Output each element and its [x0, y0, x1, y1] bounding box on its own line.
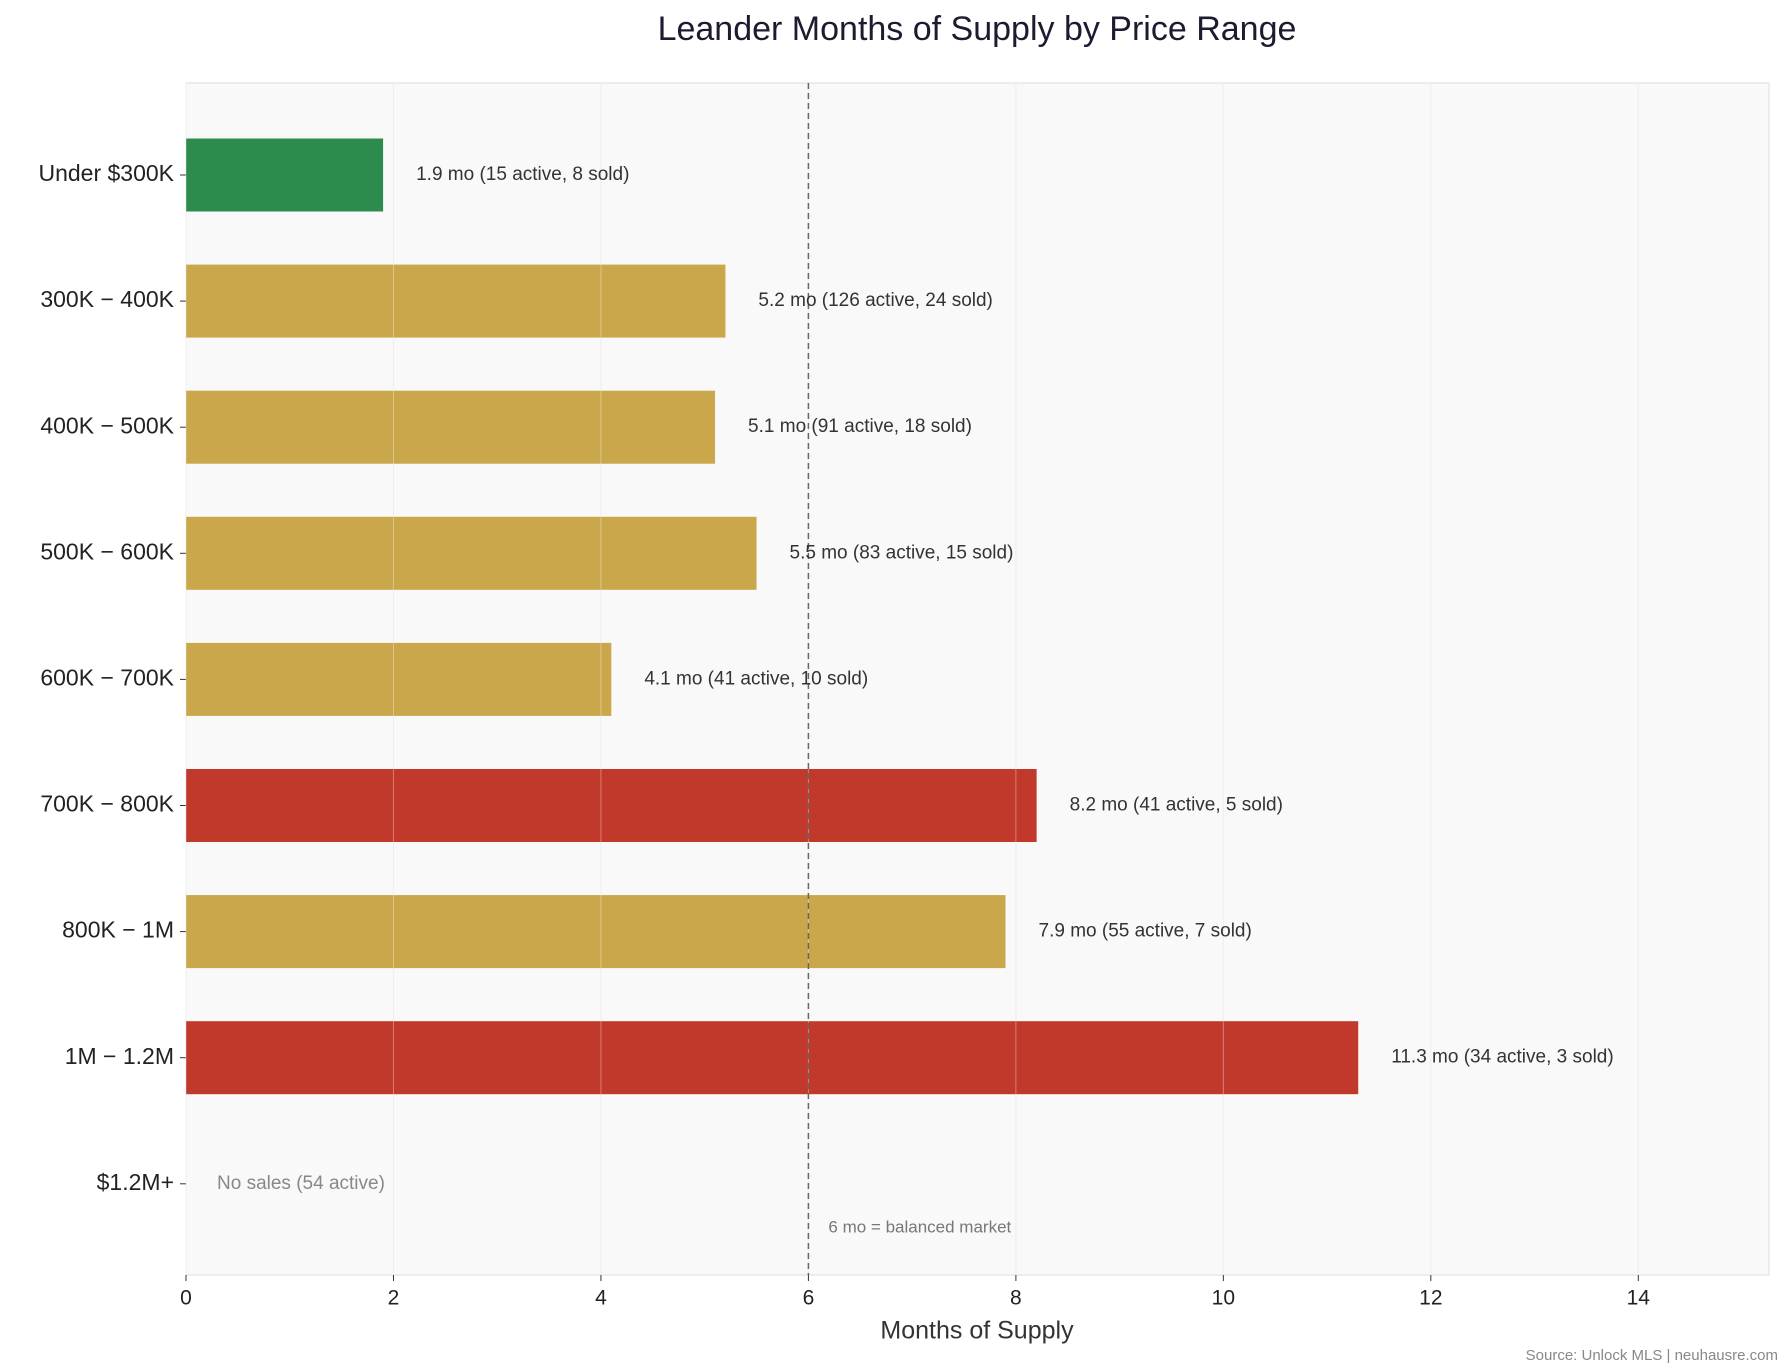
y-tick-label: 500K − 600K [40, 538, 174, 564]
bar [186, 642, 612, 716]
y-tick-label: 1M − 1.2M [65, 1043, 174, 1069]
y-tick-label: 400K − 500K [40, 412, 174, 438]
x-tick-label: 8 [1010, 1287, 1022, 1310]
value-label: 5.2 mo (126 active, 24 sold) [758, 290, 992, 311]
source-note: Source: Unlock MLS | neuhausre.com [1526, 1347, 1778, 1364]
x-tick-label: 2 [388, 1287, 400, 1310]
value-label: 5.5 mo (83 active, 15 sold) [790, 542, 1014, 563]
y-tick-label: 300K − 400K [40, 286, 174, 312]
value-label: 8.2 mo (41 active, 5 sold) [1070, 795, 1283, 816]
x-tick-label: 14 [1627, 1287, 1651, 1310]
x-tick-label: 12 [1419, 1287, 1442, 1310]
x-tick-label: 10 [1212, 1287, 1235, 1310]
bar [186, 516, 757, 590]
bar [186, 390, 716, 464]
chart-title: Leander Months of Supply by Price Range [658, 10, 1297, 48]
bar [186, 769, 1037, 842]
x-tick-label: 0 [180, 1287, 192, 1310]
value-label: 1.9 mo (15 active, 8 sold) [416, 164, 629, 185]
y-tick-label: 800K − 1M [62, 917, 174, 943]
x-tick-label: 6 [803, 1287, 815, 1310]
value-label: 7.9 mo (55 active, 7 sold) [1039, 921, 1252, 942]
x-axis-label: Months of Supply [880, 1317, 1074, 1345]
reference-label: 6 mo = balanced market [828, 1217, 1011, 1236]
y-tick-label: Under $300K [38, 160, 174, 186]
bar [186, 1021, 1359, 1095]
bar [186, 264, 726, 338]
y-tick-label: 600K − 700K [40, 664, 174, 690]
bar [186, 138, 384, 212]
value-label: 5.1 mo (91 active, 18 sold) [748, 416, 972, 437]
y-tick-label: $1.2M+ [97, 1169, 174, 1195]
x-tick-label: 4 [595, 1287, 607, 1310]
value-label: No sales (54 active) [217, 1173, 385, 1194]
value-label: 4.1 mo (41 active, 10 sold) [644, 668, 868, 689]
value-label: 11.3 mo (34 active, 3 sold) [1391, 1047, 1613, 1068]
y-tick-label: 700K − 800K [40, 791, 174, 817]
bar [186, 895, 1006, 969]
